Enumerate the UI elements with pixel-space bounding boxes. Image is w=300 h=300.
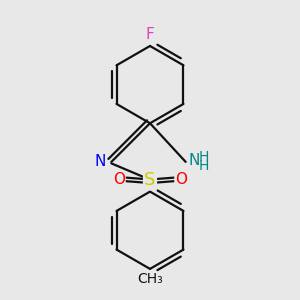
Text: N: N [189, 154, 200, 169]
Text: H: H [199, 159, 209, 173]
Text: S: S [144, 171, 156, 189]
Text: F: F [146, 26, 154, 41]
Text: O: O [113, 172, 125, 187]
Text: CH₃: CH₃ [137, 272, 163, 286]
Text: N: N [94, 154, 105, 169]
Text: O: O [175, 172, 187, 187]
Text: H: H [199, 150, 209, 164]
